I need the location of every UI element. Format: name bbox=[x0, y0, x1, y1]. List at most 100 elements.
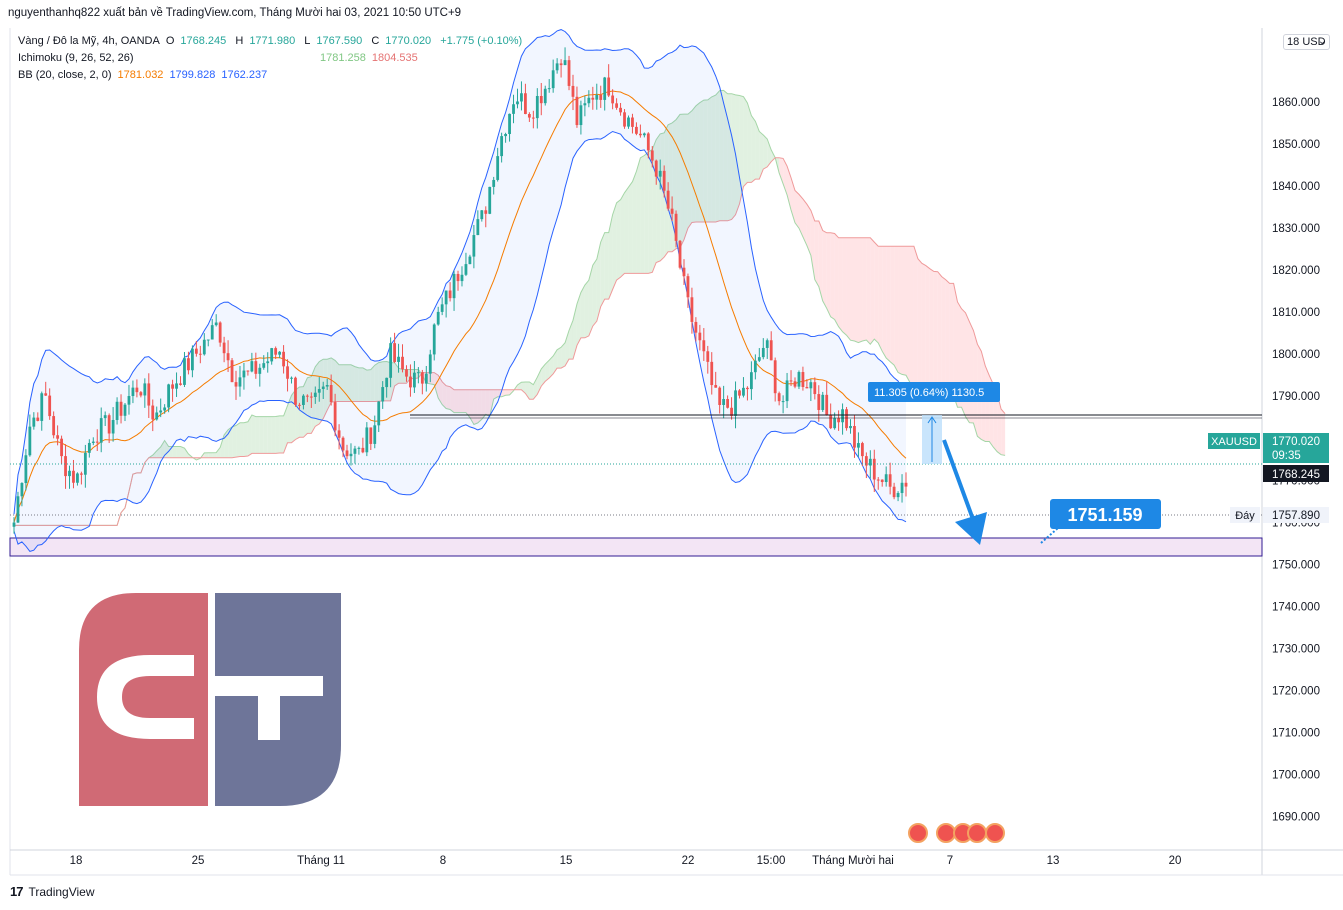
candle-body bbox=[527, 114, 531, 118]
candle-body bbox=[290, 377, 293, 379]
candle-body bbox=[480, 210, 484, 220]
cloud-segment bbox=[636, 157, 641, 274]
cloud-segment bbox=[997, 393, 1002, 455]
us-flag-icon[interactable] bbox=[985, 823, 1005, 843]
us-flag-icon[interactable] bbox=[967, 823, 987, 843]
cloud-segment bbox=[632, 171, 637, 274]
candle-body bbox=[781, 401, 785, 403]
footer-brand[interactable]: TradingView bbox=[28, 884, 95, 899]
ohlc-values: O 1768.245 H 1771.980 L 1767.590 C 1770.020 … bbox=[165, 35, 523, 47]
symbol-legend[interactable]: Vàng / Đô la Mỹ, 4h, OANDA O 1768.245 H 177… bbox=[18, 35, 534, 47]
time-tick-label: 18 bbox=[70, 855, 83, 867]
cloud-segment bbox=[216, 447, 221, 458]
cloud-segment bbox=[354, 366, 359, 402]
currency-selector[interactable]: 18 USD bbox=[1283, 34, 1330, 50]
candle-body bbox=[468, 256, 472, 265]
cloud-segment bbox=[319, 359, 324, 424]
time-axis[interactable]: 18 25 Tháng 11 8 15 22 15:00 Tháng Mười hai 7 13 2… bbox=[70, 855, 1182, 867]
candle-body bbox=[131, 387, 135, 397]
footer: 17 TradingView bbox=[10, 884, 95, 899]
economic-events[interactable] bbox=[908, 823, 1005, 843]
candle-body bbox=[853, 425, 856, 448]
candle-body bbox=[833, 418, 837, 429]
bb-legend[interactable]: BB (20, close, 2, 0) 1781.032 1799.828 1762… bbox=[18, 69, 273, 81]
time-tick-label: 7 bbox=[947, 855, 953, 867]
cloud-segment bbox=[473, 389, 478, 425]
candle-body bbox=[413, 372, 416, 388]
cloud-segment bbox=[723, 90, 728, 221]
symbol-title[interactable]: Vàng / Đô la Mỹ, 4h, OANDA bbox=[18, 35, 160, 47]
candle-body bbox=[123, 404, 127, 416]
bb-upper-line bbox=[13, 29, 907, 515]
candle-body bbox=[16, 496, 20, 523]
cloud-segment bbox=[719, 90, 724, 221]
candle-body bbox=[496, 156, 500, 180]
candle-body bbox=[294, 377, 297, 405]
cloud-segment bbox=[802, 198, 807, 246]
candle-body bbox=[516, 101, 519, 105]
candle-body bbox=[48, 395, 52, 417]
measure-label-box bbox=[868, 382, 1000, 402]
ichimoku-label[interactable]: Ichimoku (9, 26, 52, 26) bbox=[18, 52, 134, 64]
cloud-segment bbox=[794, 190, 799, 229]
candle-body bbox=[646, 133, 650, 151]
cloud-segment bbox=[624, 187, 629, 274]
support-zone[interactable] bbox=[9, 537, 1263, 557]
cloud-segment bbox=[212, 452, 217, 458]
candle-body bbox=[543, 88, 547, 104]
ichimoku-span-b: 1804.535 bbox=[371, 52, 418, 64]
cloud-segment bbox=[208, 452, 213, 458]
candle-body bbox=[87, 442, 91, 453]
cloud-segment bbox=[220, 434, 225, 458]
price-tick-label: 1810.000 bbox=[1272, 307, 1320, 319]
candle-body bbox=[464, 264, 468, 275]
bb-lower-value: 1762.237 bbox=[221, 69, 268, 81]
cloud-segment bbox=[434, 372, 439, 398]
cloud-segment bbox=[311, 366, 316, 434]
ichimoku-legend[interactable]: Ichimoku (9, 26, 52, 26) 1781.258 1804.535 bbox=[18, 52, 424, 64]
price-tick-label: 1720.000 bbox=[1272, 686, 1320, 698]
cloud-segment bbox=[271, 416, 276, 454]
us-flag-icon[interactable] bbox=[908, 823, 928, 843]
candle-body bbox=[706, 351, 710, 362]
candle-body bbox=[321, 386, 325, 390]
cloud-segment bbox=[779, 157, 784, 184]
candle-body bbox=[444, 290, 448, 305]
cloud-segment bbox=[251, 414, 256, 454]
us-flag-icon[interactable] bbox=[936, 823, 956, 843]
candle-body bbox=[841, 409, 844, 423]
candle-body bbox=[432, 324, 436, 355]
cloud-segment bbox=[945, 279, 950, 395]
target-callout-box[interactable] bbox=[1050, 499, 1161, 529]
cloud-segment bbox=[763, 135, 768, 170]
candle-body bbox=[757, 357, 761, 361]
candle-body bbox=[373, 425, 377, 444]
candle-body bbox=[872, 458, 876, 480]
cloud-segment bbox=[588, 265, 593, 336]
tradingview-logo-icon[interactable]: 17 bbox=[10, 884, 24, 899]
cloud-segment bbox=[263, 416, 268, 454]
cloud-segment bbox=[715, 90, 720, 223]
ct-logo bbox=[79, 593, 341, 806]
candle-body bbox=[607, 77, 611, 96]
candle-body bbox=[793, 381, 797, 387]
cloud-segment bbox=[458, 389, 462, 413]
candle-body bbox=[892, 486, 896, 498]
price-tick-label: 1740.000 bbox=[1272, 601, 1320, 613]
bb-label[interactable]: BB (20, close, 2, 0) bbox=[18, 69, 112, 81]
chevron-down-icon[interactable]: ⌄ bbox=[1318, 36, 1327, 47]
cloud-segment bbox=[620, 192, 625, 278]
cloud-segment bbox=[874, 242, 879, 343]
candle-body bbox=[567, 60, 571, 86]
cloud-segment bbox=[727, 93, 732, 221]
cloud-segment bbox=[953, 283, 958, 408]
candle-body bbox=[857, 443, 860, 448]
candle-body bbox=[24, 455, 28, 484]
candle-body bbox=[72, 470, 75, 483]
candle-body bbox=[107, 415, 111, 434]
candle-body bbox=[571, 85, 575, 97]
candle-body bbox=[416, 372, 420, 374]
candle-body bbox=[254, 361, 258, 374]
cloud-segment bbox=[822, 230, 827, 309]
